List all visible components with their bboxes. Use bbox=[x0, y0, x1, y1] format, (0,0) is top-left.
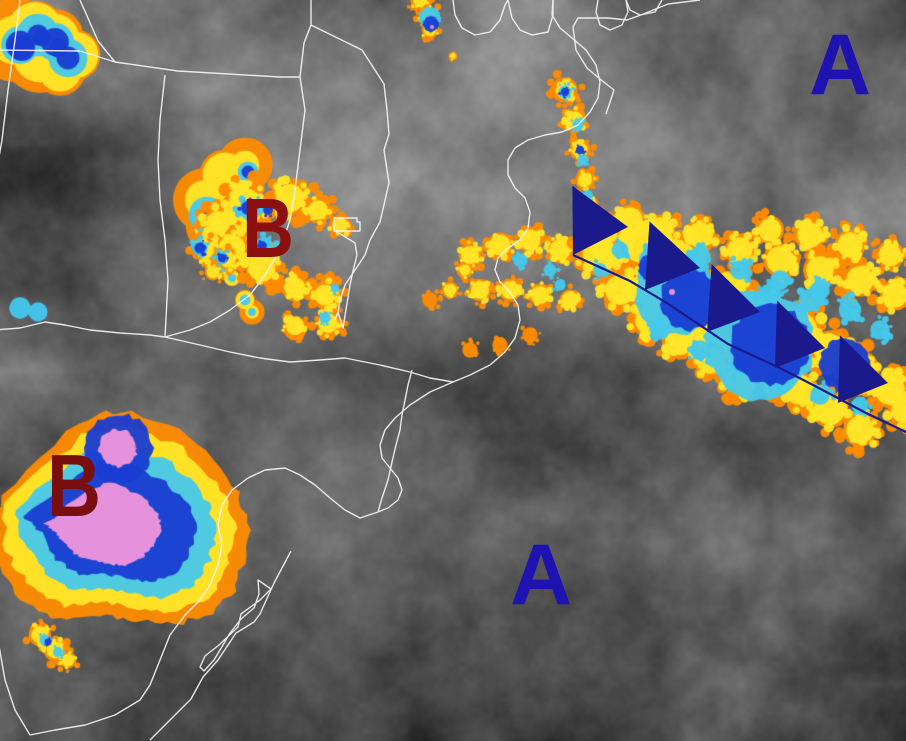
svg-text:A: A bbox=[510, 527, 572, 623]
svg-text:B: B bbox=[242, 181, 294, 275]
svg-text:A: A bbox=[809, 17, 871, 113]
svg-text:B: B bbox=[47, 436, 101, 535]
